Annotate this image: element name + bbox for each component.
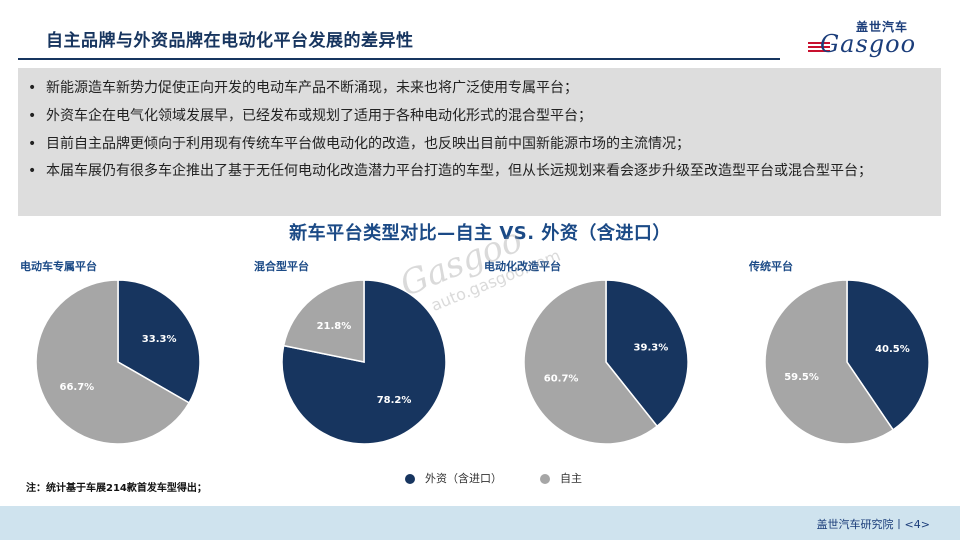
pie-charts: 33.3% 66.7% 78.2% 21.8% 39.3% 60.7% 40.5% 59.5% — [35, 279, 930, 445]
pie-value-label-domestic: 66.7% — [59, 382, 94, 393]
pie-slice-domestic — [764, 279, 895, 445]
bullet-item: 外资车企在电气化领域发展早，已经发布或规划了适用于各种电动化形式的混合型平台； — [28, 102, 929, 130]
page-title: 自主品牌与外资品牌在电动化平台发展的差异性 — [46, 31, 414, 51]
logo-cn-text: 盖世汽车 — [856, 20, 909, 34]
pie-value-label-domestic: 59.5% — [784, 372, 819, 383]
title-underline — [18, 58, 780, 60]
pie-slice-foreign — [281, 279, 447, 445]
legend-label-domestic: 自主 — [560, 472, 582, 485]
legend-item-foreign: 外资（含进口） — [405, 470, 502, 486]
legend-item-domestic: 自主 — [540, 470, 582, 486]
legend-dot-foreign — [405, 474, 415, 484]
pie-slice-foreign — [846, 279, 930, 431]
bullet-item: 新能源造车新势力促使正向开发的电动车产品不断涌现，未来也将广泛使用专属平台； — [28, 74, 929, 102]
gasgoo-logo: 盖世汽车 Gasgoo — [808, 18, 938, 58]
pie-slice-foreign — [117, 279, 201, 404]
pie-label-traditional: 传统平台 — [749, 260, 793, 273]
legend-label-foreign: 外资（含进口） — [425, 472, 502, 485]
pie-value-label-domestic: 21.8% — [317, 321, 352, 332]
bullet-box: 新能源造车新势力促使正向开发的电动车产品不断涌现，未来也将广泛使用专属平台； 外… — [18, 68, 941, 216]
footnote: 注：统计基于车展214款首发车型得出； — [26, 483, 207, 494]
chart-title: 新车平台类型对比—自主 VS. 外资（含进口） — [289, 223, 671, 244]
logo-stripes-icon — [808, 42, 830, 54]
pie-value-label-domestic: 60.7% — [544, 374, 579, 385]
pie-value-label-foreign: 33.3% — [142, 334, 177, 345]
bullet-item: 目前自主品牌更倾向于利用现有传统车平台做电动化的改造，也反映出目前中国新能源市场… — [28, 130, 929, 158]
pie-slice-domestic — [523, 279, 659, 445]
pie-label-ev-modified: 电动化改造平台 — [484, 260, 561, 273]
pie-slice-domestic — [282, 279, 365, 363]
pie-value-label-foreign: 39.3% — [634, 342, 669, 353]
bullet-item: 本届车展仍有很多车企推出了基于无任何电动化改造潜力平台打造的车型，但从长远规划来… — [28, 158, 929, 184]
footer-bar: 盖世汽车研究院丨<4> — [0, 506, 960, 540]
pie-value-label-foreign: 78.2% — [377, 395, 412, 406]
logo-en-text: Gasgoo — [820, 30, 917, 58]
legend-dot-domestic — [540, 474, 550, 484]
footer-text: 盖世汽车研究院丨<4> — [816, 518, 930, 531]
pie-label-ev-dedicated: 电动车专属平台 — [20, 260, 97, 273]
pie-slice-foreign — [605, 279, 689, 428]
pie-slice-domestic — [35, 279, 191, 445]
pie-label-hybrid: 混合型平台 — [254, 260, 309, 273]
pie-value-label-foreign: 40.5% — [875, 344, 910, 355]
